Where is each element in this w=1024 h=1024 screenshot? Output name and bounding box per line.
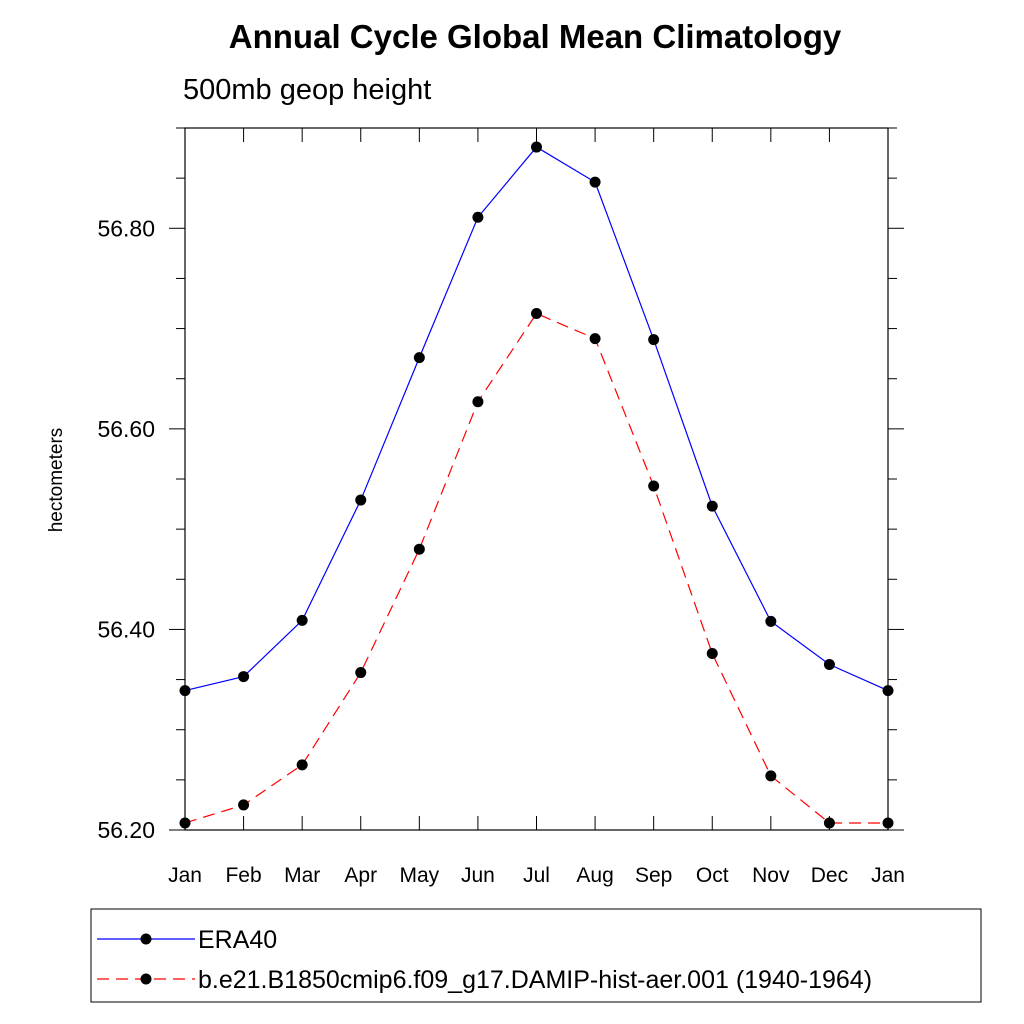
y-tick-label: 56.40 [97,616,155,642]
x-tick-label: Sep [635,864,672,887]
legend-marker [140,973,152,985]
data-point [472,396,484,408]
data-point [472,211,484,223]
legend: ERA40 b.e21.B1850cmip6.f09_g17.DAMIP-hist… [97,926,872,994]
data-point [531,308,542,320]
x-tick-label: Nov [752,864,790,887]
y-tick-label: 56.80 [97,215,155,241]
legend-label: ERA40 [198,926,277,954]
x-tick-label: Feb [225,864,261,887]
chart-title: Annual Cycle Global Mean Climatology [229,18,842,55]
x-tick-labels: Jan Feb Mar Apr May Jun Jul Aug Sep Oct Nov Dec Jan [168,864,905,887]
data-point [531,141,542,153]
legend-marker [140,933,152,945]
x-tick-label: Dec [811,864,848,887]
data-point [179,817,191,829]
data-point [706,647,718,659]
data-point [823,659,835,671]
series-layer [179,141,894,829]
x-tick-label: Jun [461,864,495,887]
data-point [589,176,601,188]
data-point [765,615,777,627]
y-tick-labels: 56.20 56.40 56.60 56.80 [97,215,155,843]
y-tick-label: 56.20 [97,817,155,843]
data-point [706,500,718,512]
data-point [355,667,367,679]
x-tick-label: Jul [523,864,550,887]
data-point [238,671,250,683]
x-tick-label: Jan [871,864,905,887]
data-point [179,685,191,697]
x-tick-label: May [399,864,439,887]
x-tick-label: Aug [576,864,613,887]
x-tick-label: Apr [344,864,377,887]
data-point [823,817,835,829]
axis-ticks [169,127,904,831]
legend-label: b.e21.B1850cmip6.f09_g17.DAMIP-hist-aer.… [198,966,872,994]
plot-frame [184,127,889,831]
x-tick-label: Jan [168,864,202,887]
series-line-2 [184,312,888,824]
data-point [882,685,894,697]
series-line-1 [184,146,889,692]
y-tick-label: 56.60 [97,416,155,442]
data-point [296,759,308,771]
data-point [413,352,425,364]
data-point [296,614,308,626]
data-point [589,333,601,345]
data-point [648,334,660,346]
y-axis-label: hectometers [46,428,67,533]
data-point [413,543,425,555]
data-point [238,799,250,811]
legend-box [90,908,982,1003]
data-point [765,770,777,782]
data-point [882,817,894,829]
x-tick-label: Mar [284,864,320,887]
data-point [648,480,660,492]
chart-subtitle: 500mb geop height [183,74,431,106]
x-tick-label: Oct [696,864,729,887]
data-point [355,494,367,506]
